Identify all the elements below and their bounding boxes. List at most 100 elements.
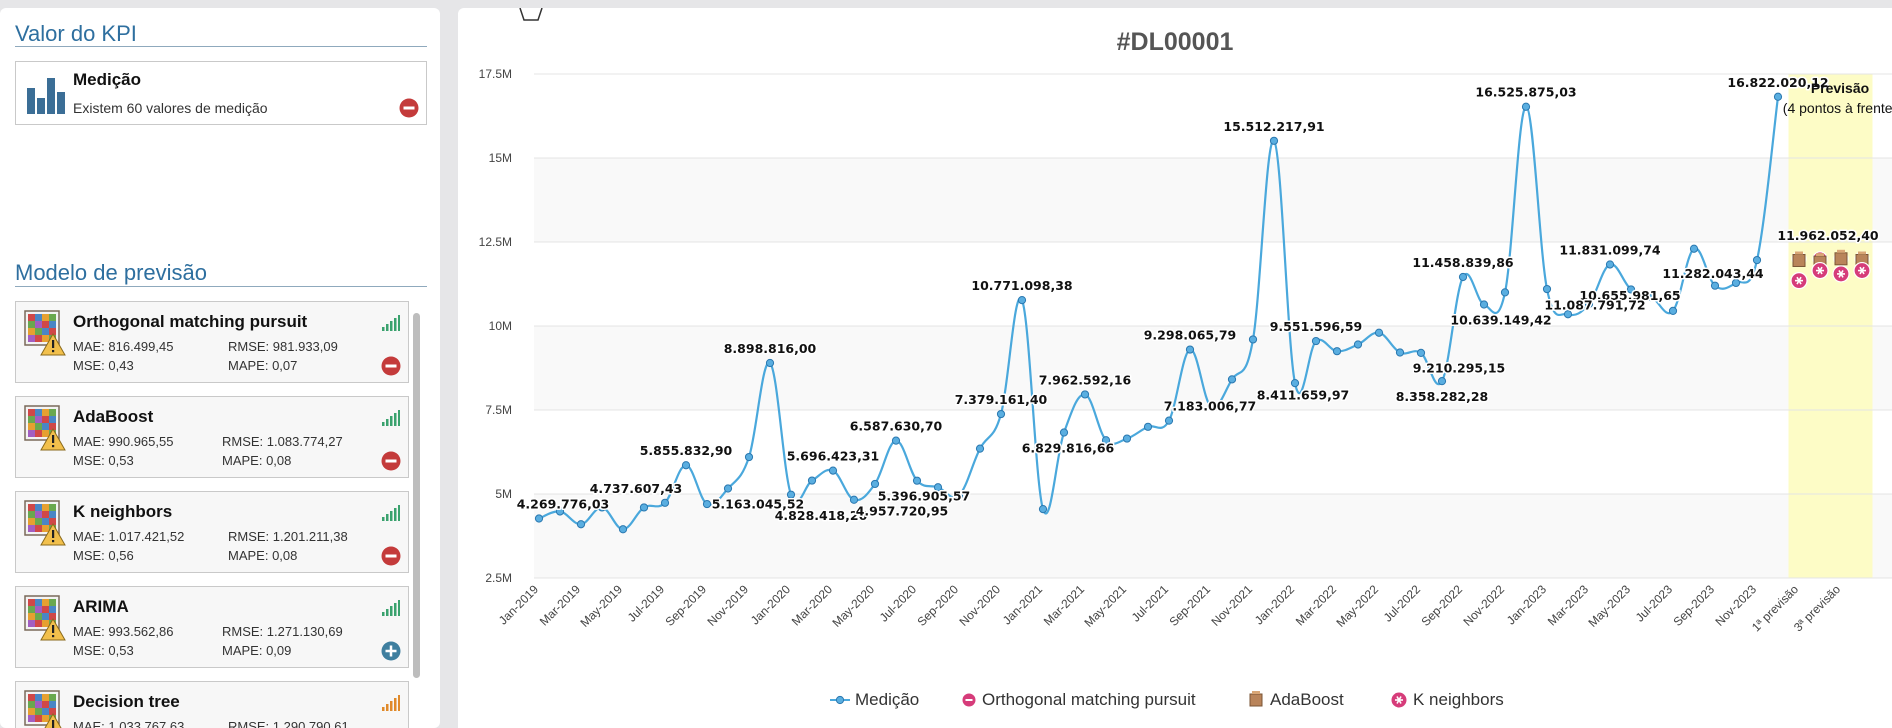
measurement-point[interactable]: [1206, 402, 1216, 411]
remove-model-button[interactable]: [381, 356, 401, 376]
measurement-point[interactable]: [1752, 255, 1762, 265]
measurement-point[interactable]: [870, 479, 880, 489]
model-mae: MAE: 816.499,45: [73, 339, 174, 354]
measurement-point[interactable]: [1395, 348, 1405, 357]
measurement-point[interactable]: [912, 476, 922, 485]
data-label: 11.458.839,86: [1412, 255, 1514, 270]
measurement-point[interactable]: [618, 525, 628, 534]
measurement-point[interactable]: [1185, 345, 1195, 354]
data-label: 6.829.816,66: [1022, 441, 1115, 456]
measurement-point[interactable]: [1269, 136, 1279, 145]
measurement-point[interactable]: [1605, 260, 1615, 269]
measurement-point[interactable]: [576, 520, 586, 529]
measurement-point[interactable]: [954, 491, 964, 500]
signal-strength-icon: [382, 600, 400, 616]
measurement-point[interactable]: [1122, 434, 1132, 443]
measurement-point[interactable]: [1143, 422, 1153, 431]
measurement-point[interactable]: [1101, 436, 1111, 445]
remove-model-button[interactable]: [381, 546, 401, 566]
measurement-point[interactable]: [1437, 377, 1447, 386]
measurement-point[interactable]: [534, 514, 544, 523]
measurement-point[interactable]: [1668, 306, 1678, 315]
measurement-point[interactable]: [1059, 428, 1069, 437]
measurement-point[interactable]: [1458, 272, 1468, 282]
kpi-card[interactable]: Medição Existem 60 valores de medição: [15, 61, 427, 125]
measurement-point[interactable]: [1479, 300, 1489, 309]
adaboost-forecast-marker[interactable]: [1792, 251, 1806, 267]
measurement-point[interactable]: [702, 499, 712, 509]
signal-strength-icon: [382, 410, 400, 426]
measurement-point[interactable]: [597, 503, 607, 512]
measurement-point[interactable]: [723, 484, 733, 493]
model-card[interactable]: K neighbors MAE: 1.017.421,52 RMSE: 1.20…: [15, 491, 409, 573]
remove-model-button[interactable]: [381, 451, 401, 471]
add-model-button[interactable]: [381, 641, 401, 661]
remove-kpi-button[interactable]: [399, 98, 419, 118]
model-card[interactable]: Orthogonal matching pursuit MAE: 816.499…: [15, 301, 409, 383]
measurement-point[interactable]: [1689, 244, 1699, 253]
legend-item-adaboost[interactable]: AdaBoost: [1249, 690, 1344, 709]
measurement-point[interactable]: [1542, 284, 1552, 294]
measurement-point[interactable]: [891, 436, 901, 445]
y-tick-label: 12.5M: [479, 235, 512, 249]
measurement-point[interactable]: [1416, 348, 1426, 357]
measurement-point[interactable]: [807, 476, 817, 485]
legend-item-k-neighbors[interactable]: K neighbors: [1390, 690, 1504, 709]
measurement-point[interactable]: [1017, 295, 1027, 305]
model-section-divider: [15, 286, 427, 287]
k-neighbors-forecast-marker[interactable]: [1832, 265, 1850, 283]
model-card[interactable]: Decision tree MAE: 1.033.767,63 RMSE: 1.…: [15, 681, 409, 728]
measurement-point[interactable]: [1626, 285, 1636, 294]
measurement-point[interactable]: [1710, 281, 1720, 290]
measurement-point[interactable]: [744, 452, 754, 462]
measurement-point[interactable]: [975, 444, 985, 453]
data-label: 8.411.659,97: [1257, 387, 1350, 402]
measurement-point[interactable]: [1731, 278, 1741, 288]
measurement-point[interactable]: [1080, 390, 1090, 399]
measurement-point[interactable]: [1332, 347, 1342, 356]
model-card[interactable]: AdaBoost MAE: 990.965,55 RMSE: 1.083.774…: [15, 396, 409, 478]
model-name: ARIMA: [73, 597, 129, 616]
measurement-point[interactable]: [1164, 416, 1174, 425]
adaboost-forecast-marker[interactable]: [1834, 249, 1848, 266]
measurement-point[interactable]: [765, 358, 775, 368]
measurement-point[interactable]: [639, 503, 649, 512]
measurement-point[interactable]: [828, 466, 838, 475]
measurement-point[interactable]: [1563, 310, 1573, 319]
model-mape: MAPE: 0,09: [222, 643, 292, 658]
measurement-point[interactable]: [1248, 335, 1258, 344]
model-logo-icon: [24, 310, 66, 356]
measurement-point[interactable]: [660, 498, 670, 507]
measurement-point[interactable]: [1311, 336, 1321, 346]
signal-strength-icon: [382, 315, 400, 331]
measurement-point[interactable]: [1290, 379, 1300, 388]
measurement-point[interactable]: [1773, 92, 1783, 101]
measurement-point[interactable]: [1500, 288, 1510, 297]
measurement-point[interactable]: [1374, 328, 1384, 337]
measurement-point[interactable]: [996, 409, 1006, 419]
measurement-point[interactable]: [1038, 505, 1048, 514]
measurement-point[interactable]: [1227, 375, 1237, 384]
k-neighbors-forecast-marker[interactable]: [1853, 261, 1871, 280]
model-list[interactable]: Orthogonal matching pursuit MAE: 816.499…: [15, 301, 411, 728]
measurement-point[interactable]: [1353, 340, 1363, 349]
measurement-point[interactable]: [786, 490, 796, 499]
legend-label: Medição: [855, 690, 919, 709]
measurement-point[interactable]: [1584, 299, 1594, 309]
k-neighbors-forecast-marker[interactable]: [1790, 272, 1808, 290]
scrollbar-thumb[interactable]: [413, 313, 420, 678]
measurement-point[interactable]: [849, 495, 859, 504]
measurement-point[interactable]: [555, 507, 565, 516]
measurement-point[interactable]: [1521, 102, 1531, 111]
legend-item-omp[interactable]: Orthogonal matching pursuit: [961, 690, 1196, 709]
plot-background-band: [534, 242, 1892, 326]
data-label: 11.831.099,74: [1559, 242, 1661, 257]
model-card[interactable]: ARIMA MAE: 993.562,86 RMSE: 1.271.130,69…: [15, 586, 409, 668]
legend-item-medicao[interactable]: Medição: [830, 690, 919, 709]
measurement-point[interactable]: [1647, 293, 1657, 302]
data-label: 4.828.418,26: [775, 508, 868, 523]
legend-label: AdaBoost: [1270, 690, 1344, 709]
k-neighbors-forecast-marker[interactable]: [1811, 261, 1829, 280]
measurement-point[interactable]: [681, 461, 691, 470]
measurement-point[interactable]: [933, 483, 943, 492]
